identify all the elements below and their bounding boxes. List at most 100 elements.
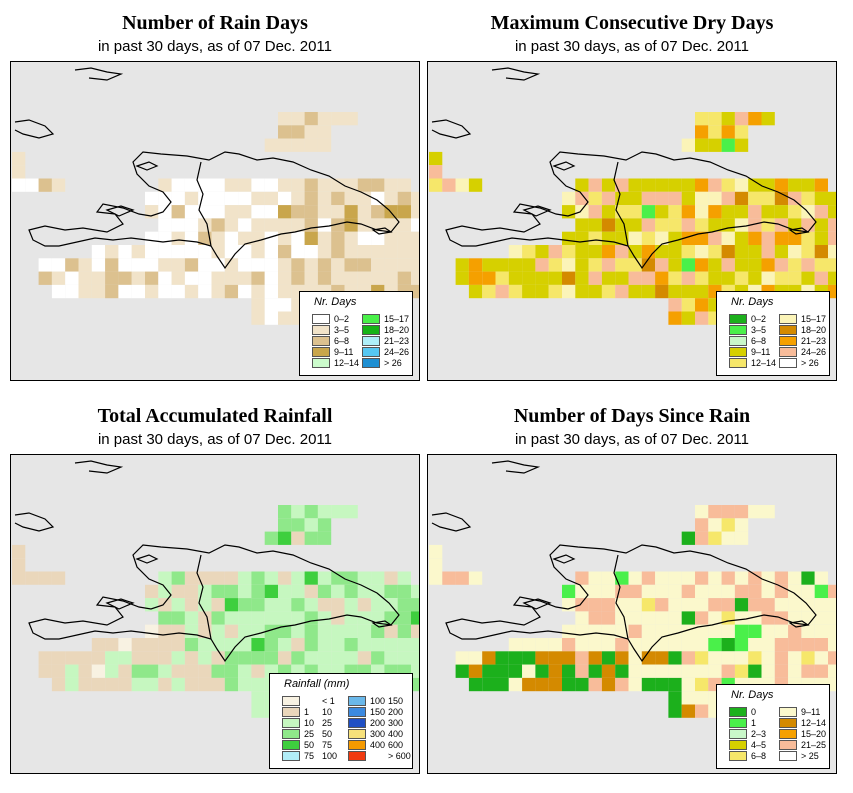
grid-cell — [508, 258, 523, 272]
grid-cell — [748, 505, 762, 519]
grid-cell — [721, 664, 735, 678]
grid-cell — [814, 191, 828, 206]
grid-cell — [278, 311, 292, 325]
grid-cell — [562, 245, 576, 259]
legend-label: > 26 — [801, 358, 819, 368]
grid-cell — [615, 638, 629, 652]
grid-cell — [317, 584, 332, 599]
national-border — [613, 554, 629, 640]
legend-label: 6–8 — [751, 751, 767, 761]
legend-high: 400 — [388, 729, 404, 739]
grid-cell — [601, 677, 616, 692]
grid-cell — [641, 231, 656, 245]
grid-cell — [495, 271, 509, 285]
panel-subtitle: in past 30 days, as of 07 Dec. 2011 — [514, 38, 750, 55]
legend-title: Nr. Days — [731, 689, 774, 701]
grid-cell — [788, 258, 802, 272]
grid-cell — [331, 584, 345, 599]
grid-cell — [708, 624, 722, 638]
grid-cell — [158, 284, 172, 299]
grid-cell — [158, 624, 172, 638]
coastline — [445, 544, 817, 663]
grid-cell — [828, 584, 836, 599]
grid-cell — [681, 598, 695, 612]
legend-swatch — [779, 325, 797, 335]
grid-cell — [264, 178, 278, 192]
grid-cell — [251, 311, 265, 325]
grid-cell — [12, 151, 26, 166]
grid-cell — [734, 638, 749, 652]
grid-cell — [482, 271, 496, 285]
grid-cell — [482, 258, 496, 272]
grid-cell — [211, 178, 225, 192]
coastline — [28, 544, 400, 663]
grid-cell — [748, 611, 762, 625]
grid-cell — [171, 611, 185, 625]
grid-cell — [238, 284, 252, 299]
grid-cell — [105, 245, 119, 259]
grid-cell — [721, 531, 735, 545]
grid-cell — [357, 651, 372, 665]
grid-cell — [278, 205, 292, 219]
grid-cell — [251, 677, 265, 692]
grid-cell — [131, 677, 145, 692]
grid-cell — [828, 271, 836, 285]
grid-cell — [264, 611, 278, 625]
legend-swatch — [348, 707, 366, 717]
grid-cell — [522, 664, 536, 678]
grid-cell — [548, 638, 562, 652]
grid-cell — [442, 571, 456, 585]
grid-cell — [721, 112, 735, 126]
grid-cell — [384, 218, 398, 232]
grid-cell — [184, 218, 199, 232]
grid-cell — [628, 624, 642, 638]
grid-cell — [655, 598, 669, 612]
grid-cell — [105, 651, 119, 665]
grid-cell — [562, 624, 576, 638]
grid-cell — [184, 638, 199, 652]
grid-cell — [708, 125, 722, 139]
grid-cell — [278, 638, 292, 652]
grid-cell — [708, 584, 722, 599]
grid-cell — [304, 138, 318, 152]
legend-label: 6–8 — [334, 336, 350, 346]
grid-cell — [145, 638, 159, 652]
grid-cell — [695, 624, 709, 638]
grid-cell — [317, 518, 332, 532]
grid-cell — [761, 624, 775, 638]
legend-high: 10 — [322, 707, 333, 717]
grid-cell — [681, 624, 695, 638]
grid-cell — [668, 245, 682, 259]
grid-cell — [357, 598, 372, 612]
grid-cell — [695, 258, 709, 272]
grid-cell — [264, 571, 278, 585]
legend-swatch — [282, 718, 300, 728]
grid-cell — [601, 598, 616, 612]
grid-cell — [158, 571, 172, 585]
rainfall-map: Rainfall (mm) < 1 1 10 10 25 25 50 50 75 75 100 100 1… — [10, 454, 420, 774]
grid-cell — [371, 205, 385, 219]
grid-cell — [734, 245, 749, 259]
legend-swatch — [779, 336, 797, 346]
grid-cell — [695, 178, 709, 192]
grid-cell — [184, 205, 199, 219]
grid-cell — [251, 611, 265, 625]
grid-cell — [668, 231, 682, 245]
grid-cell — [278, 624, 292, 638]
grid-cell — [522, 245, 536, 259]
grid-cell — [25, 178, 39, 192]
grid-cell — [708, 258, 722, 272]
grid-cell — [708, 638, 722, 652]
panel-subtitle: in past 30 days, as of 07 Dec. 2011 — [97, 431, 333, 448]
grid-cell — [681, 298, 695, 312]
grid-cell — [145, 677, 159, 692]
grid-cell — [171, 231, 185, 245]
legend-swatch — [312, 347, 330, 357]
grid-cell — [397, 624, 411, 638]
coastline — [445, 151, 817, 270]
grid-cell — [695, 505, 709, 519]
grid-cell — [801, 191, 815, 206]
grid-cell — [455, 178, 469, 192]
grid-cell — [721, 191, 735, 206]
grid-cell — [198, 571, 212, 585]
